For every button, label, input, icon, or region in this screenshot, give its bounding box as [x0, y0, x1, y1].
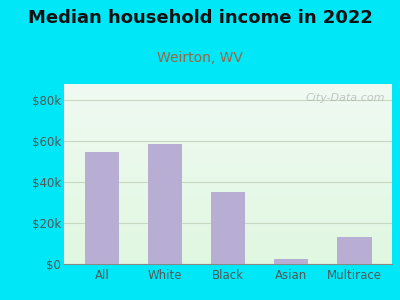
Bar: [148, 144, 182, 264]
Bar: [211, 192, 245, 264]
Bar: [84, 152, 119, 264]
Text: City-Data.com: City-Data.com: [306, 93, 386, 103]
Bar: [274, 259, 308, 264]
Bar: [337, 237, 372, 264]
Text: Median household income in 2022: Median household income in 2022: [28, 9, 372, 27]
Text: Weirton, WV: Weirton, WV: [157, 51, 243, 65]
